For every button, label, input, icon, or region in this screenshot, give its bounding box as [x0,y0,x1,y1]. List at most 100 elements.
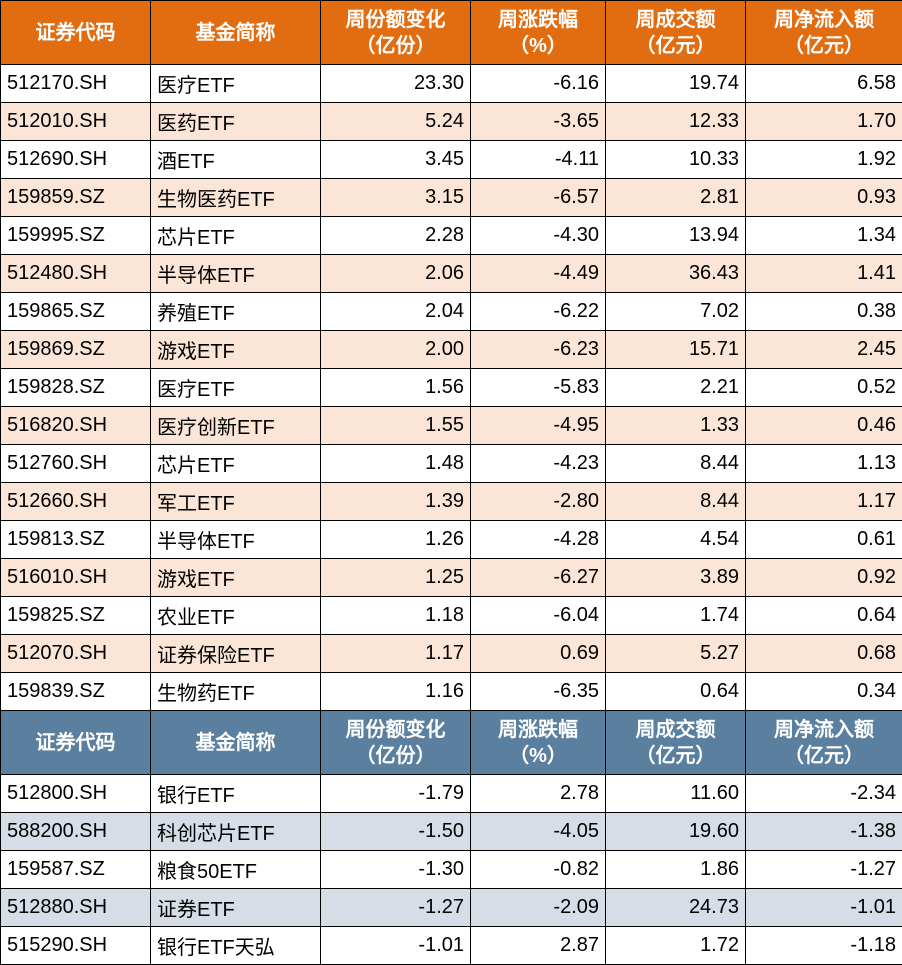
cell-pct: -4.30 [471,217,606,255]
cell-name: 养殖ETF [151,293,321,331]
cell-pct: -6.57 [471,179,606,217]
cell-name: 军工ETF [151,483,321,521]
table-row: 159869.SZ游戏ETF2.00-6.2315.712.45 [1,331,902,369]
table-row: 159859.SZ生物医药ETF3.15-6.572.810.93 [1,179,902,217]
cell-flow: -1.38 [746,813,902,851]
cell-code: 159865.SZ [1,293,151,331]
cell-vol: 1.86 [606,851,746,889]
column-header-share: 周份额变化（亿份） [321,711,471,775]
cell-pct: -6.23 [471,331,606,369]
cell-name: 生物药ETF [151,673,321,711]
cell-vol: 7.02 [606,293,746,331]
cell-code: 159828.SZ [1,369,151,407]
cell-name: 农业ETF [151,597,321,635]
table-row: 512690.SH酒ETF3.45-4.1110.331.92 [1,141,902,179]
cell-share: 2.04 [321,293,471,331]
table-row: 512480.SH半导体ETF2.06-4.4936.431.41 [1,255,902,293]
cell-share: -1.27 [321,889,471,927]
cell-share: 1.55 [321,407,471,445]
cell-pct: 2.87 [471,927,606,965]
cell-pct: -6.35 [471,673,606,711]
cell-name: 游戏ETF [151,331,321,369]
cell-share: 3.15 [321,179,471,217]
table-row: 515290.SH银行ETF天弘-1.012.871.72-1.18 [1,927,902,965]
cell-pct: -2.80 [471,483,606,521]
cell-code: 159587.SZ [1,851,151,889]
cell-name: 医疗ETF [151,65,321,103]
cell-share: 1.39 [321,483,471,521]
cell-flow: 1.92 [746,141,902,179]
cell-pct: -6.22 [471,293,606,331]
table-row: 159813.SZ半导体ETF1.26-4.284.540.61 [1,521,902,559]
cell-share: 1.17 [321,635,471,673]
table-row: 512880.SH证券ETF-1.27-2.0924.73-1.01 [1,889,902,927]
cell-flow: 0.52 [746,369,902,407]
cell-pct: -6.27 [471,559,606,597]
cell-vol: 1.72 [606,927,746,965]
cell-vol: 8.44 [606,483,746,521]
column-header-code: 证券代码 [1,711,151,775]
cell-flow: 0.93 [746,179,902,217]
cell-pct: 2.78 [471,775,606,813]
cell-name: 半导体ETF [151,255,321,293]
table-row: 516010.SH游戏ETF1.25-6.273.890.92 [1,559,902,597]
cell-vol: 10.33 [606,141,746,179]
cell-flow: 1.17 [746,483,902,521]
cell-flow: 1.70 [746,103,902,141]
table-row: 159828.SZ医疗ETF1.56-5.832.210.52 [1,369,902,407]
cell-vol: 1.74 [606,597,746,635]
cell-flow: 1.34 [746,217,902,255]
table-row: 512800.SH银行ETF-1.792.7811.60-2.34 [1,775,902,813]
table-row: 159995.SZ芯片ETF2.28-4.3013.941.34 [1,217,902,255]
cell-code: 512880.SH [1,889,151,927]
cell-code: 516820.SH [1,407,151,445]
cell-code: 512800.SH [1,775,151,813]
cell-code: 588200.SH [1,813,151,851]
cell-share: 1.48 [321,445,471,483]
cell-pct: -0.82 [471,851,606,889]
cell-share: 1.25 [321,559,471,597]
cell-vol: 4.54 [606,521,746,559]
table2-header: 证券代码基金简称周份额变化（亿份）周涨跌幅（%）周成交额（亿元）周净流入额（亿元… [1,711,902,775]
cell-name: 游戏ETF [151,559,321,597]
cell-share: 1.56 [321,369,471,407]
cell-pct: -4.23 [471,445,606,483]
cell-vol: 11.60 [606,775,746,813]
cell-pct: -4.05 [471,813,606,851]
cell-pct: -6.16 [471,65,606,103]
cell-vol: 1.33 [606,407,746,445]
cell-flow: 0.38 [746,293,902,331]
cell-vol: 8.44 [606,445,746,483]
cell-name: 芯片ETF [151,217,321,255]
cell-share: 3.45 [321,141,471,179]
cell-vol: 24.73 [606,889,746,927]
cell-name: 证券保险ETF [151,635,321,673]
table-row: 512760.SH芯片ETF1.48-4.238.441.13 [1,445,902,483]
cell-pct: -4.95 [471,407,606,445]
cell-name: 银行ETF天弘 [151,927,321,965]
column-header-code: 证券代码 [1,1,151,65]
cell-code: 512760.SH [1,445,151,483]
cell-code: 512010.SH [1,103,151,141]
cell-vol: 13.94 [606,217,746,255]
table-row: 516820.SH医疗创新ETF1.55-4.951.330.46 [1,407,902,445]
cell-pct: -2.09 [471,889,606,927]
cell-flow: 6.58 [746,65,902,103]
cell-name: 科创芯片ETF [151,813,321,851]
table-row: 588200.SH科创芯片ETF-1.50-4.0519.60-1.38 [1,813,902,851]
cell-share: 2.00 [321,331,471,369]
cell-flow: 0.61 [746,521,902,559]
cell-name: 银行ETF [151,775,321,813]
cell-pct: -6.04 [471,597,606,635]
cell-name: 医疗ETF [151,369,321,407]
cell-name: 证券ETF [151,889,321,927]
cell-vol: 5.27 [606,635,746,673]
cell-name: 酒ETF [151,141,321,179]
cell-flow: -1.01 [746,889,902,927]
table1-header: 证券代码基金简称周份额变化（亿份）周涨跌幅（%）周成交额（亿元）周净流入额（亿元… [1,1,902,65]
cell-code: 516010.SH [1,559,151,597]
table-row: 159865.SZ养殖ETF2.04-6.227.020.38 [1,293,902,331]
cell-flow: -2.34 [746,775,902,813]
cell-pct: -3.65 [471,103,606,141]
cell-share: 2.06 [321,255,471,293]
